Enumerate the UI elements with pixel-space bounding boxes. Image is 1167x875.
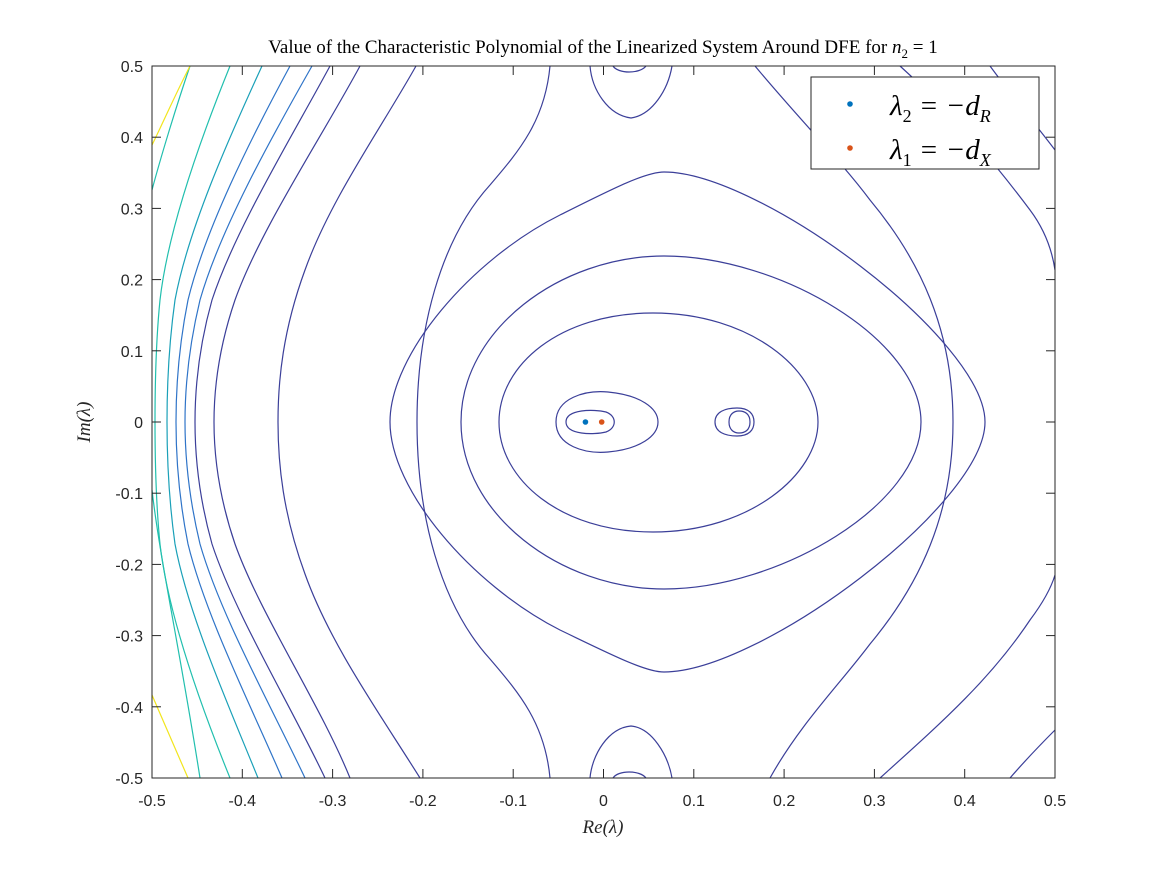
legend-symbol: λ — [889, 134, 903, 166]
x-axis-label: Re(λ) — [582, 817, 624, 838]
x-tick-label: -0.1 — [499, 793, 527, 810]
y-tick-label: -0.1 — [115, 486, 143, 503]
contour-line — [151, 65, 191, 146]
contour-line — [460, 255, 922, 590]
eigenvalue-point — [582, 419, 589, 425]
chart-title-text: Value of the Characteristic Polynomial o… — [268, 37, 892, 58]
x-tick-label: -0.3 — [319, 793, 347, 810]
y-tick-label: 0 — [134, 415, 143, 432]
x-tick-label: -0.5 — [138, 793, 166, 810]
contour-line — [277, 65, 421, 779]
legend-rhs: = −d — [912, 90, 981, 122]
eigenvalue-points — [582, 419, 605, 425]
x-tick-label: 0.4 — [954, 793, 976, 810]
contour-line — [175, 65, 291, 779]
y-axis-ticks: 0.5 0.4 0.3 0.2 0.1 0 -0.1 -0.2 -0.3 -0.4 -0.5 — [115, 59, 1055, 788]
legend-entry-text: λ1 = −dX — [889, 134, 992, 170]
contour-line — [389, 171, 986, 673]
x-tick-label: 0.5 — [1044, 793, 1066, 810]
contour-line — [589, 65, 673, 119]
y-axis-label: Im(λ) — [74, 402, 95, 444]
x-axis-ticks: -0.5 -0.4 -0.3 -0.2 -0.1 0 0.1 0.2 0.3 0.4 0.5 — [138, 66, 1066, 810]
legend-subscript: 2 — [903, 106, 912, 126]
contour-line — [612, 771, 647, 779]
contour-line — [151, 694, 189, 779]
legend-rhs-subscript: R — [979, 106, 991, 126]
y-tick-label: -0.2 — [115, 557, 143, 574]
contour-line — [728, 410, 751, 434]
x-tick-label: 0.2 — [773, 793, 795, 810]
chart-title-subscript: 2 — [901, 46, 908, 61]
x-tick-label: 0.1 — [683, 793, 705, 810]
legend-subscript: 1 — [903, 150, 912, 170]
contour-line — [416, 65, 551, 779]
contour-line — [151, 65, 191, 191]
legend-marker — [847, 145, 853, 151]
legend-rhs: = −d — [912, 134, 981, 166]
y-tick-label: -0.5 — [115, 771, 143, 788]
contour-line — [151, 489, 201, 779]
chart-title-math: n — [892, 37, 902, 58]
x-tick-label: -0.4 — [229, 793, 257, 810]
contour-line — [612, 65, 647, 73]
x-tick-label: -0.2 — [409, 793, 437, 810]
contour-line — [213, 65, 361, 779]
chart-title-math-tail: = 1 — [908, 37, 938, 58]
y-tick-label: 0.4 — [121, 130, 143, 147]
y-tick-label: -0.3 — [115, 629, 143, 646]
contour-line — [194, 65, 331, 779]
contour-line — [589, 725, 673, 779]
contour-line — [555, 391, 659, 453]
contour-line — [184, 65, 313, 779]
x-tick-label: 0.3 — [863, 793, 885, 810]
x-tick-label: 0 — [599, 793, 608, 810]
contour-line — [1009, 729, 1056, 779]
y-tick-label: 0.3 — [121, 201, 143, 218]
y-tick-label: 0.1 — [121, 344, 143, 361]
contour-line — [714, 407, 755, 437]
legend-rhs-subscript: X — [979, 150, 992, 170]
contour-line — [498, 312, 819, 533]
eigenvalue-point — [598, 419, 605, 425]
legend-symbol: λ — [889, 90, 903, 122]
y-tick-label: 0.5 — [121, 59, 143, 76]
y-tick-label: 0.2 — [121, 273, 143, 290]
contour-line — [879, 574, 1056, 779]
y-tick-label: -0.4 — [115, 700, 143, 717]
contour-line — [565, 409, 615, 435]
plot-area: -0.5 -0.4 -0.3 -0.2 -0.1 0 0.1 0.2 0.3 0.4 0.5 0.5… — [115, 59, 1066, 810]
contour-line — [166, 65, 263, 779]
legend-entry-text: λ2 = −dR — [889, 90, 991, 126]
chart-title: Value of the Characteristic Polynomial o… — [268, 37, 937, 61]
legend-box — [810, 76, 1040, 170]
legend-marker — [847, 101, 853, 107]
